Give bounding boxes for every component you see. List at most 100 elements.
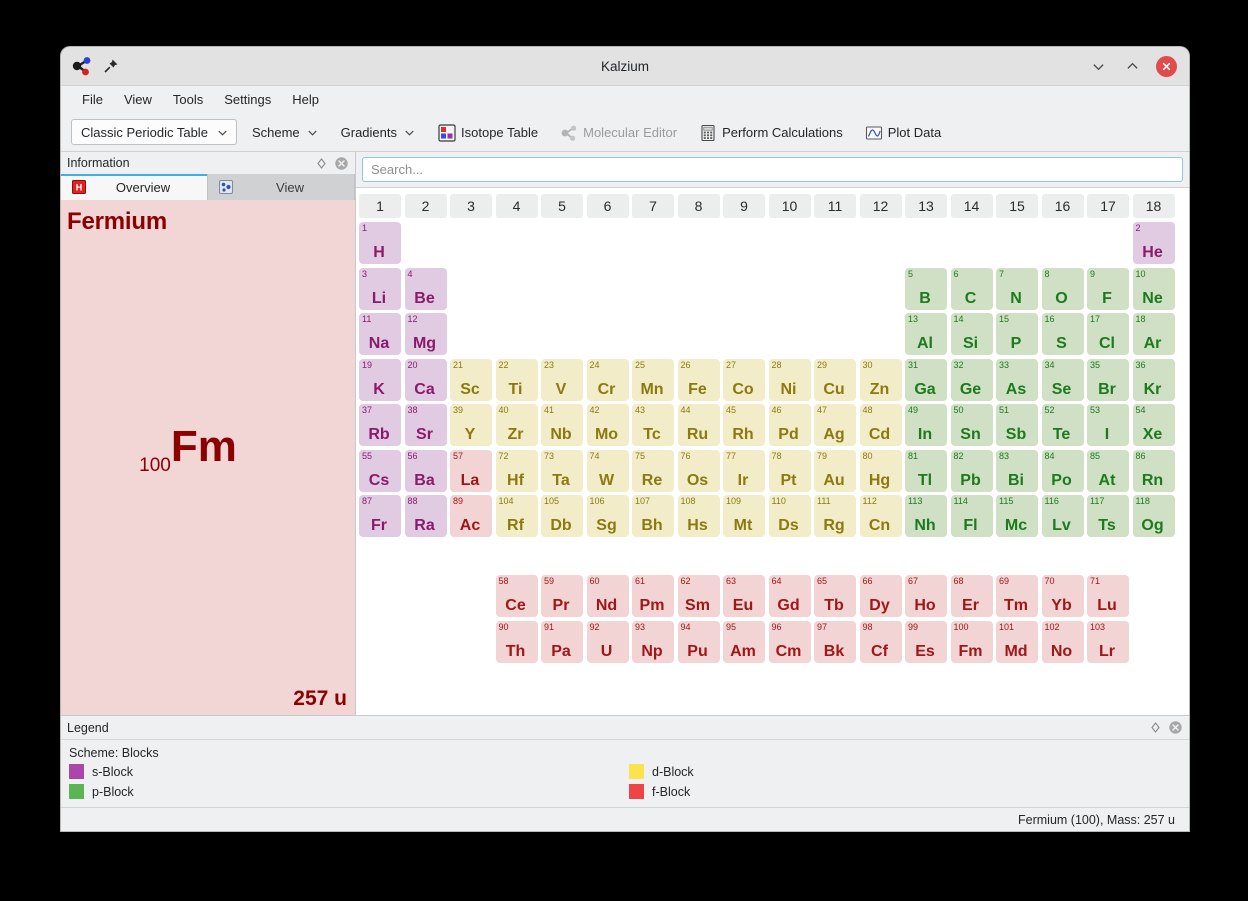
group-header-4[interactable]: 4 xyxy=(495,194,538,218)
element-cell-Cf[interactable]: 98 Cf xyxy=(859,620,902,663)
element-cell-No[interactable]: 102 No xyxy=(1041,620,1084,663)
element-cell-Y[interactable]: 39 Y xyxy=(450,404,492,446)
element-cell-Og[interactable]: 118 Og xyxy=(1132,495,1175,537)
element-cell-Nh[interactable]: 113 Nh xyxy=(905,495,947,537)
element-cell-Pb[interactable]: 82 Pb xyxy=(950,449,993,492)
element-cell-Sn[interactable]: 50 Sn xyxy=(950,404,993,446)
element-cell-Sc[interactable]: 21 Sc xyxy=(450,358,492,401)
element-cell-Se[interactable]: 34 Se xyxy=(1041,358,1084,401)
element-cell-Pr[interactable]: 59 Pr xyxy=(541,575,583,617)
element-cell-Yb[interactable]: 70 Yb xyxy=(1041,575,1084,617)
element-cell-In[interactable]: 49 In xyxy=(905,404,947,446)
element-cell-Rf[interactable]: 104 Rf xyxy=(495,495,538,537)
element-cell-Xe[interactable]: 54 Xe xyxy=(1132,404,1175,446)
element-cell-Tl[interactable]: 81 Tl xyxy=(905,449,947,492)
element-cell-Fr[interactable]: 87 Fr xyxy=(359,495,401,537)
element-cell-Mt[interactable]: 109 Mt xyxy=(723,495,765,537)
element-cell-Ir[interactable]: 77 Ir xyxy=(723,449,765,492)
perform-calculations-button[interactable]: Perform Calculations xyxy=(692,121,850,144)
element-cell-Cs[interactable]: 55 Cs xyxy=(359,449,401,492)
element-cell-Pa[interactable]: 91 Pa xyxy=(541,620,583,663)
element-cell-Nb[interactable]: 41 Nb xyxy=(541,404,583,446)
plot-data-button[interactable]: Plot Data xyxy=(858,121,948,144)
element-cell-Br[interactable]: 35 Br xyxy=(1087,358,1129,401)
element-cell-Hg[interactable]: 80 Hg xyxy=(859,449,902,492)
element-cell-Na[interactable]: 11 Na xyxy=(359,313,401,355)
group-header-11[interactable]: 11 xyxy=(814,194,856,218)
search-input[interactable] xyxy=(362,157,1183,182)
close-button[interactable] xyxy=(1156,55,1177,77)
element-cell-I[interactable]: 53 I xyxy=(1087,404,1129,446)
group-header-18[interactable]: 18 xyxy=(1132,194,1175,218)
element-cell-At[interactable]: 85 At xyxy=(1087,449,1129,492)
element-cell-Tb[interactable]: 65 Tb xyxy=(814,575,856,617)
element-cell-Bh[interactable]: 107 Bh xyxy=(632,495,674,537)
element-cell-Ti[interactable]: 22 Ti xyxy=(495,358,538,401)
tab-view[interactable]: View xyxy=(208,174,355,200)
group-header-17[interactable]: 17 xyxy=(1087,194,1129,218)
element-cell-Ta[interactable]: 73 Ta xyxy=(541,449,583,492)
element-cell-Cr[interactable]: 24 Cr xyxy=(586,358,629,401)
group-header-3[interactable]: 3 xyxy=(450,194,492,218)
element-cell-Ce[interactable]: 58 Ce xyxy=(495,575,538,617)
element-cell-Co[interactable]: 27 Co xyxy=(723,358,765,401)
element-cell-Re[interactable]: 75 Re xyxy=(632,449,674,492)
element-cell-Li[interactable]: 3 Li xyxy=(359,267,401,310)
element-cell-Zn[interactable]: 30 Zn xyxy=(859,358,902,401)
pin-icon[interactable] xyxy=(103,58,119,74)
element-cell-Cd[interactable]: 48 Cd xyxy=(859,404,902,446)
periodic-table-select[interactable]: Classic Periodic Table xyxy=(71,119,237,145)
element-cell-La[interactable]: 57 La xyxy=(450,449,492,492)
element-cell-Eu[interactable]: 63 Eu xyxy=(723,575,765,617)
element-cell-Sr[interactable]: 38 Sr xyxy=(404,404,447,446)
group-header-10[interactable]: 10 xyxy=(768,194,811,218)
element-cell-Mn[interactable]: 25 Mn xyxy=(632,358,674,401)
group-header-13[interactable]: 13 xyxy=(905,194,947,218)
element-cell-Fl[interactable]: 114 Fl xyxy=(950,495,993,537)
element-cell-Th[interactable]: 90 Th xyxy=(495,620,538,663)
isotope-table-button[interactable]: Isotope Table xyxy=(431,121,545,144)
element-cell-Ag[interactable]: 47 Ag xyxy=(814,404,856,446)
element-cell-Kr[interactable]: 36 Kr xyxy=(1132,358,1175,401)
element-cell-Fe[interactable]: 26 Fe xyxy=(677,358,720,401)
element-cell-Am[interactable]: 95 Am xyxy=(723,620,765,663)
element-cell-Mc[interactable]: 115 Mc xyxy=(996,495,1038,537)
element-cell-Au[interactable]: 79 Au xyxy=(814,449,856,492)
menu-file[interactable]: File xyxy=(82,92,103,107)
element-cell-Ho[interactable]: 67 Ho xyxy=(905,575,947,617)
tab-overview[interactable]: H Overview xyxy=(61,174,208,200)
element-cell-Ni[interactable]: 28 Ni xyxy=(768,358,811,401)
element-cell-Ge[interactable]: 32 Ge xyxy=(950,358,993,401)
element-cell-Mg[interactable]: 12 Mg xyxy=(404,313,447,355)
element-cell-Lu[interactable]: 71 Lu xyxy=(1087,575,1129,617)
element-cell-Ac[interactable]: 89 Ac xyxy=(450,495,492,537)
element-cell-W[interactable]: 74 W xyxy=(586,449,629,492)
element-cell-Lv[interactable]: 116 Lv xyxy=(1041,495,1084,537)
group-header-9[interactable]: 9 xyxy=(723,194,765,218)
group-header-5[interactable]: 5 xyxy=(541,194,583,218)
element-cell-Zr[interactable]: 40 Zr xyxy=(495,404,538,446)
element-cell-Ca[interactable]: 20 Ca xyxy=(404,358,447,401)
element-cell-Db[interactable]: 105 Db xyxy=(541,495,583,537)
element-cell-U[interactable]: 92 U xyxy=(586,620,629,663)
element-cell-Ba[interactable]: 56 Ba xyxy=(404,449,447,492)
molecular-editor-button[interactable]: Molecular Editor xyxy=(553,121,684,144)
element-cell-Rb[interactable]: 37 Rb xyxy=(359,404,401,446)
element-cell-Ts[interactable]: 117 Ts xyxy=(1087,495,1129,537)
element-cell-Pm[interactable]: 61 Pm xyxy=(632,575,674,617)
element-cell-Hf[interactable]: 72 Hf xyxy=(495,449,538,492)
element-cell-Bk[interactable]: 97 Bk xyxy=(814,620,856,663)
element-cell-As[interactable]: 33 As xyxy=(996,358,1038,401)
group-header-12[interactable]: 12 xyxy=(859,194,902,218)
menu-view[interactable]: View xyxy=(123,92,152,107)
element-cell-Md[interactable]: 101 Md xyxy=(996,620,1038,663)
element-cell-Tm[interactable]: 69 Tm xyxy=(996,575,1038,617)
element-cell-He[interactable]: 2 He xyxy=(1132,222,1175,264)
element-cell-Rn[interactable]: 86 Rn xyxy=(1132,449,1175,492)
scheme-dropdown[interactable]: Scheme xyxy=(245,121,326,144)
